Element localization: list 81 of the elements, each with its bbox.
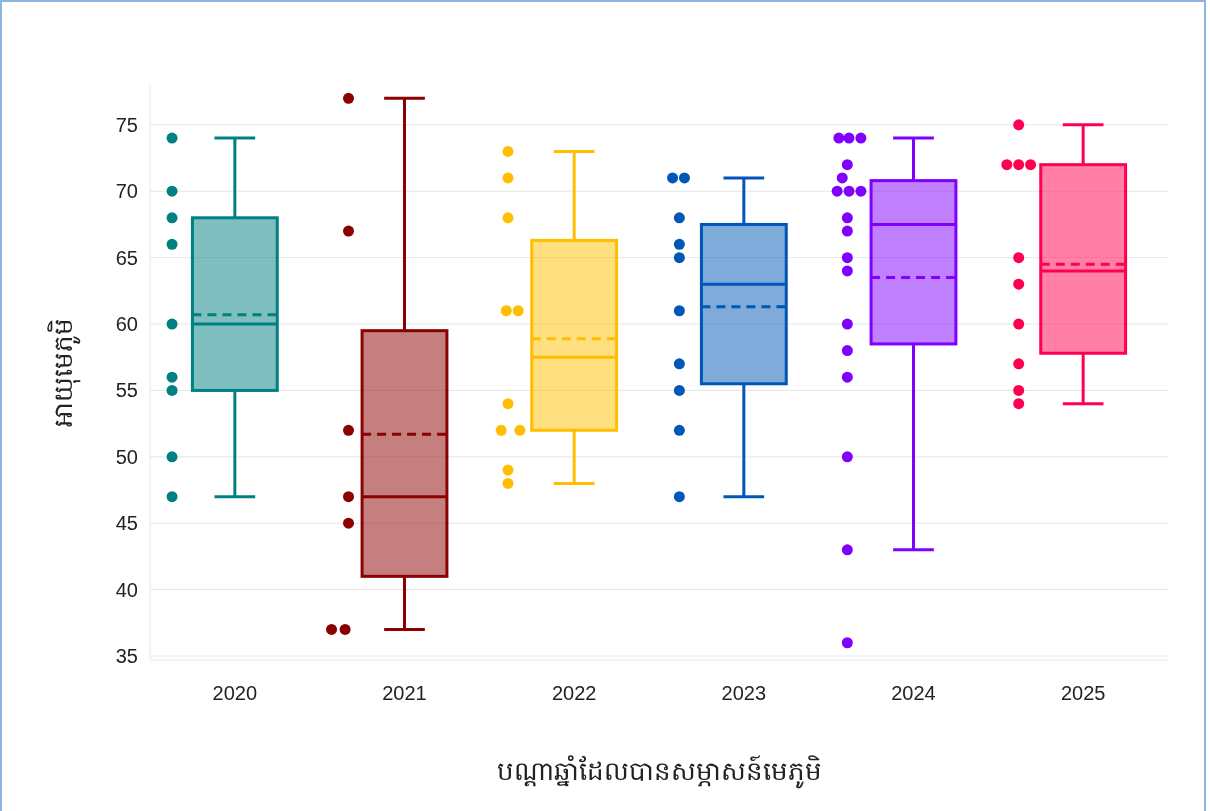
point [343, 92, 355, 104]
point [166, 491, 178, 503]
point [673, 252, 685, 264]
y-tick-label: 55 [115, 379, 138, 402]
point [1001, 159, 1013, 171]
point [343, 424, 355, 436]
point [343, 517, 355, 529]
point [166, 451, 178, 463]
point [843, 132, 855, 144]
point [855, 185, 867, 197]
point [1013, 358, 1025, 370]
point [831, 185, 843, 197]
point [1013, 119, 1025, 131]
point [841, 212, 853, 224]
x-tick-label: 2025 [1060, 682, 1106, 704]
point [1025, 159, 1037, 171]
point [343, 491, 355, 503]
point [841, 345, 853, 357]
x-tick-label: 2021 [382, 682, 427, 704]
x-tick-label: 2020 [212, 682, 258, 704]
point [673, 305, 685, 317]
point [502, 464, 514, 476]
point [1013, 318, 1025, 330]
point [502, 212, 514, 224]
point [1013, 252, 1025, 264]
point [166, 212, 178, 224]
point [495, 424, 507, 436]
point [514, 424, 526, 436]
point [841, 265, 853, 277]
point [673, 238, 685, 250]
point [166, 132, 178, 144]
point [841, 544, 853, 556]
y-tick-label: 35 [115, 645, 138, 668]
point [500, 305, 512, 317]
point [166, 371, 178, 383]
point [166, 384, 178, 396]
point [502, 477, 514, 489]
y-tick-label: 50 [115, 445, 138, 468]
y-tick-label: 60 [115, 313, 138, 336]
point [836, 172, 848, 184]
y-tick-label: 40 [115, 578, 138, 601]
point [841, 225, 853, 237]
point [512, 305, 524, 317]
y-tick-label: 75 [115, 113, 138, 136]
y-tick-label: 65 [115, 246, 138, 269]
point [673, 384, 685, 396]
point [502, 172, 514, 184]
point [166, 185, 178, 197]
y-tick-label: 45 [115, 512, 138, 535]
point [1013, 398, 1025, 410]
x-tick-label: 2024 [891, 682, 936, 704]
point [673, 358, 685, 370]
x-axis-title: បណ្តាឆ្នាំដែលបានសម្ភាសន៍មេភូមិ [496, 755, 822, 789]
x-tick-label: 2022 [551, 682, 597, 704]
y-axis-title: អាយុមេភូមិ [47, 318, 81, 427]
point [326, 623, 338, 635]
x-tick-label: 2023 [721, 682, 767, 704]
point [1013, 384, 1025, 396]
point [843, 185, 855, 197]
point [841, 159, 853, 171]
point [841, 371, 853, 383]
point [673, 491, 685, 503]
point [841, 451, 853, 463]
point [855, 132, 867, 144]
point [502, 145, 514, 157]
point [673, 424, 685, 436]
point [833, 132, 845, 144]
point [841, 637, 853, 649]
point [678, 172, 690, 184]
point [667, 172, 679, 184]
point [673, 212, 685, 224]
point [166, 318, 178, 330]
point [841, 252, 853, 264]
y-tick-label: 70 [115, 180, 138, 203]
point [1013, 278, 1025, 290]
point [841, 318, 853, 330]
point [343, 225, 355, 237]
point [339, 623, 351, 635]
point [166, 238, 178, 250]
point [502, 398, 514, 410]
point [1013, 159, 1025, 171]
